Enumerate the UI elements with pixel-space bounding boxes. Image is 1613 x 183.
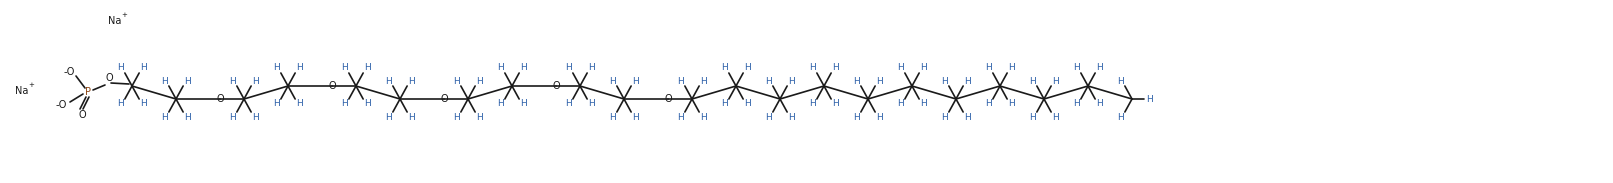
Text: H: H (342, 64, 348, 72)
Text: H: H (876, 113, 882, 122)
Text: H: H (1147, 94, 1153, 104)
Text: H: H (853, 113, 860, 122)
Text: H: H (1029, 113, 1036, 122)
Text: H: H (677, 113, 684, 122)
Text: O: O (440, 94, 448, 104)
Text: H: H (965, 113, 971, 122)
Text: H: H (587, 64, 595, 72)
Text: O: O (77, 110, 85, 120)
Text: H: H (919, 64, 926, 72)
Text: H: H (274, 100, 281, 109)
Text: H: H (566, 64, 573, 72)
Text: H: H (965, 76, 971, 85)
Text: H: H (700, 76, 706, 85)
Text: -O: -O (63, 67, 74, 77)
Text: H: H (1118, 76, 1124, 85)
Text: O: O (327, 81, 336, 91)
Text: H: H (1074, 100, 1081, 109)
Text: H: H (497, 64, 505, 72)
Text: H: H (986, 100, 992, 109)
Text: H: H (832, 64, 839, 72)
Text: H: H (519, 64, 526, 72)
Text: H: H (566, 100, 573, 109)
Text: H: H (942, 113, 948, 122)
Text: O: O (105, 73, 113, 83)
Text: H: H (1052, 76, 1058, 85)
Text: H: H (897, 64, 905, 72)
Text: H: H (1008, 64, 1015, 72)
Text: H: H (587, 100, 595, 109)
Text: H: H (274, 64, 281, 72)
Text: H: H (140, 100, 147, 109)
Text: H: H (1074, 64, 1081, 72)
Text: H: H (118, 100, 124, 109)
Text: H: H (1118, 113, 1124, 122)
Text: H: H (365, 100, 371, 109)
Text: H: H (721, 64, 727, 72)
Text: H: H (453, 76, 460, 85)
Text: H: H (1008, 100, 1015, 109)
Text: H: H (632, 76, 639, 85)
Text: +: + (121, 12, 127, 18)
Text: H: H (810, 64, 816, 72)
Text: H: H (787, 76, 795, 85)
Text: H: H (986, 64, 992, 72)
Text: H: H (1052, 113, 1058, 122)
Text: H: H (610, 76, 616, 85)
Text: H: H (876, 76, 882, 85)
Text: H: H (229, 76, 235, 85)
Text: H: H (184, 113, 190, 122)
Text: H: H (295, 100, 303, 109)
Text: H: H (677, 76, 684, 85)
Text: H: H (766, 76, 773, 85)
Text: H: H (476, 113, 482, 122)
Text: H: H (497, 100, 505, 109)
Text: -O: -O (55, 100, 66, 110)
Text: H: H (118, 64, 124, 72)
Text: H: H (295, 64, 303, 72)
Text: H: H (161, 113, 168, 122)
Text: H: H (1029, 76, 1036, 85)
Text: +: + (27, 82, 34, 88)
Text: H: H (252, 113, 258, 122)
Text: H: H (632, 113, 639, 122)
Text: O: O (665, 94, 671, 104)
Text: H: H (408, 113, 415, 122)
Text: P: P (85, 87, 90, 97)
Text: H: H (365, 64, 371, 72)
Text: H: H (386, 113, 392, 122)
Text: H: H (744, 100, 750, 109)
Text: H: H (229, 113, 235, 122)
Text: O: O (216, 94, 224, 104)
Text: Na: Na (15, 86, 29, 96)
Text: O: O (552, 81, 560, 91)
Text: H: H (386, 76, 392, 85)
Text: H: H (700, 113, 706, 122)
Text: H: H (184, 76, 190, 85)
Text: H: H (140, 64, 147, 72)
Text: H: H (519, 100, 526, 109)
Text: H: H (853, 76, 860, 85)
Text: H: H (942, 76, 948, 85)
Text: H: H (252, 76, 258, 85)
Text: H: H (744, 64, 750, 72)
Text: Na: Na (108, 16, 121, 26)
Text: H: H (1095, 64, 1103, 72)
Text: H: H (721, 100, 727, 109)
Text: H: H (919, 100, 926, 109)
Text: H: H (408, 76, 415, 85)
Text: H: H (766, 113, 773, 122)
Text: H: H (476, 76, 482, 85)
Text: H: H (342, 100, 348, 109)
Text: H: H (810, 100, 816, 109)
Text: H: H (787, 113, 795, 122)
Text: H: H (1095, 100, 1103, 109)
Text: H: H (610, 113, 616, 122)
Text: H: H (453, 113, 460, 122)
Text: H: H (161, 76, 168, 85)
Text: H: H (832, 100, 839, 109)
Text: H: H (897, 100, 905, 109)
